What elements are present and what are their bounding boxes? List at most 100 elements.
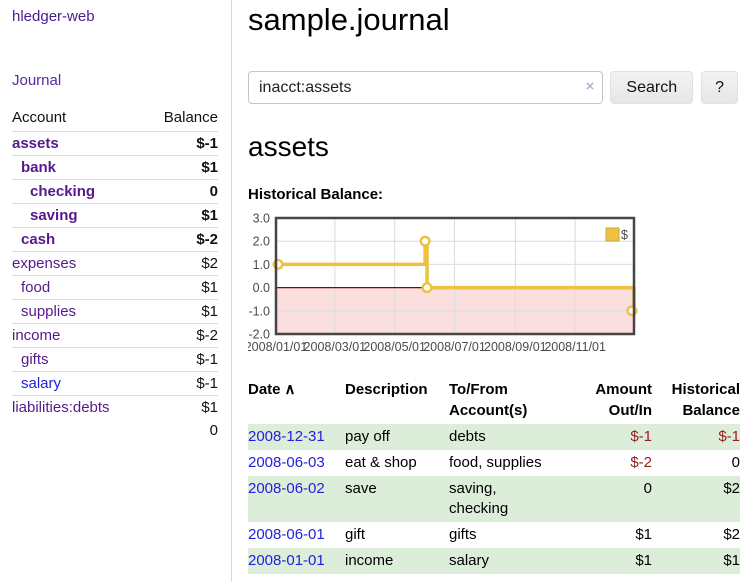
- account-link-salary[interactable]: salary: [21, 375, 61, 392]
- app-title-link[interactable]: hledger-web: [12, 8, 218, 25]
- chart-title: Historical Balance:: [248, 186, 738, 203]
- account-row: cash $-2: [12, 228, 218, 252]
- svg-text:1.0: 1.0: [253, 258, 270, 272]
- register-table-head: Date∧DescriptionTo/FromAccount(s)AmountO…: [248, 379, 740, 424]
- account-link-checking[interactable]: checking: [30, 183, 95, 200]
- svg-text:2008/05/01: 2008/05/01: [363, 340, 426, 354]
- transaction-description: save: [345, 476, 449, 522]
- transaction-amount: $-1: [580, 424, 652, 450]
- transaction-date-link[interactable]: 2008-06-01: [248, 526, 325, 543]
- account-link-saving[interactable]: saving: [30, 207, 78, 224]
- account-link-bank[interactable]: bank: [21, 159, 56, 176]
- account-row: income $-2: [12, 324, 218, 348]
- main-content: sample.journal × Search ? assets Histori…: [233, 0, 742, 582]
- account-balance: $-2: [144, 324, 218, 348]
- svg-text:2008/01/01: 2008/01/01: [248, 340, 307, 354]
- account-balance: $-1: [144, 132, 218, 156]
- svg-text:2008/03/01: 2008/03/01: [304, 340, 367, 354]
- account-link-food[interactable]: food: [21, 279, 50, 296]
- transaction-balance: $1: [652, 548, 740, 574]
- svg-text:2008/07/01: 2008/07/01: [423, 340, 486, 354]
- register-header-historical-balance: HistoricalBalance: [652, 379, 740, 424]
- account-balance: $1: [144, 276, 218, 300]
- transaction-balance: $-1: [652, 424, 740, 450]
- transaction-row: 2008-06-03eat & shopfood, supplies$-20: [248, 450, 740, 476]
- accounts-header-account: Account: [12, 106, 144, 132]
- account-balance: $-1: [144, 348, 218, 372]
- transaction-row: 2008-01-01incomesalary$1$1: [248, 548, 740, 574]
- accounts-table-body: assets$-1bank$1checking0saving$1cash$-2e…: [12, 132, 218, 420]
- account-link-liabilities-debts[interactable]: liabilities:debts: [12, 399, 110, 416]
- account-balance: $-1: [144, 372, 218, 396]
- account-link-supplies[interactable]: supplies: [21, 303, 76, 320]
- account-row: gifts $-1: [12, 348, 218, 372]
- svg-text:2008/09/01: 2008/09/01: [484, 340, 547, 354]
- svg-text:0.0: 0.0: [253, 281, 270, 295]
- account-link-income[interactable]: income: [12, 327, 60, 344]
- account-row: food $1: [12, 276, 218, 300]
- account-link-assets[interactable]: assets: [12, 135, 59, 152]
- nav-journal-link[interactable]: Journal: [12, 72, 218, 89]
- account-row: expenses $2: [12, 252, 218, 276]
- transaction-accounts: gifts: [449, 522, 580, 548]
- svg-text:2008/11/01: 2008/11/01: [544, 340, 606, 354]
- account-row: checking 0: [12, 180, 218, 204]
- register-header-date[interactable]: Date∧: [248, 379, 345, 424]
- account-link-gifts[interactable]: gifts: [21, 351, 49, 368]
- sort-ascending-icon[interactable]: ∧: [285, 381, 296, 398]
- account-balance: 0: [144, 180, 218, 204]
- transaction-balance: 0: [652, 450, 740, 476]
- register-table: Date∧DescriptionTo/FromAccount(s)AmountO…: [248, 379, 740, 574]
- clear-search-icon[interactable]: ×: [586, 78, 595, 96]
- accounts-header-balance: Balance: [144, 106, 218, 132]
- account-balance: $1: [144, 204, 218, 228]
- accounts-table: Account Balance assets$-1bank$1checking0…: [12, 106, 218, 442]
- transaction-amount: $-2: [580, 450, 652, 476]
- transaction-date-link[interactable]: 2008-12-31: [248, 428, 325, 445]
- search-form: × Search ?: [248, 71, 738, 104]
- account-row: salary $-1: [12, 372, 218, 396]
- search-input[interactable]: [248, 71, 603, 104]
- transaction-amount: $1: [580, 522, 652, 548]
- account-balance: $2: [144, 252, 218, 276]
- svg-text:3.0: 3.0: [253, 213, 270, 226]
- account-link-expenses[interactable]: expenses: [12, 255, 76, 272]
- search-box: ×: [248, 71, 603, 104]
- account-title: assets: [248, 131, 738, 163]
- account-row: supplies $1: [12, 300, 218, 324]
- svg-text:-1.0: -1.0: [248, 304, 270, 318]
- account-row: bank$1: [12, 156, 218, 180]
- transaction-accounts: salary: [449, 548, 580, 574]
- transaction-amount: $1: [580, 548, 652, 574]
- transaction-description: gift: [345, 522, 449, 548]
- account-row: liabilities:debts$1: [12, 396, 218, 420]
- account-balance: $-2: [144, 228, 218, 252]
- transaction-row: 2008-12-31pay offdebts$-1$-1: [248, 424, 740, 450]
- transaction-date-link[interactable]: 2008-06-02: [248, 480, 325, 497]
- page-title: sample.journal: [248, 0, 738, 38]
- transaction-accounts: debts: [449, 424, 580, 450]
- transaction-accounts: food, supplies: [449, 450, 580, 476]
- transaction-description: income: [345, 548, 449, 574]
- transaction-date-link[interactable]: 2008-06-03: [248, 454, 325, 471]
- search-button[interactable]: Search: [610, 71, 693, 104]
- transaction-balance: $2: [652, 476, 740, 522]
- register-header-description: Description: [345, 379, 449, 424]
- historical-balance-chart[interactable]: 3.02.01.00.0-1.0-2.02008/01/012008/03/01…: [248, 213, 742, 359]
- transaction-balance: $2: [652, 522, 740, 548]
- transaction-description: pay off: [345, 424, 449, 450]
- transaction-row: 2008-06-01 giftgifts$1$2: [248, 522, 740, 548]
- transaction-amount: 0: [580, 476, 652, 522]
- transaction-accounts: saving,checking: [449, 476, 580, 522]
- transaction-date-link[interactable]: 2008-01-01: [248, 552, 325, 569]
- sidebar: hledger-web Journal Account Balance asse…: [0, 0, 232, 582]
- svg-text:2.0: 2.0: [253, 235, 270, 249]
- account-row: saving $1: [12, 204, 218, 228]
- account-balance: $1: [144, 300, 218, 324]
- svg-text:$: $: [621, 228, 628, 242]
- help-button[interactable]: ?: [701, 71, 738, 104]
- transaction-row: 2008-06-02 savesaving,checking0$2: [248, 476, 740, 522]
- account-row: assets $-1: [12, 132, 218, 156]
- account-link-cash[interactable]: cash: [21, 231, 55, 248]
- accounts-total-row: 0: [12, 419, 218, 442]
